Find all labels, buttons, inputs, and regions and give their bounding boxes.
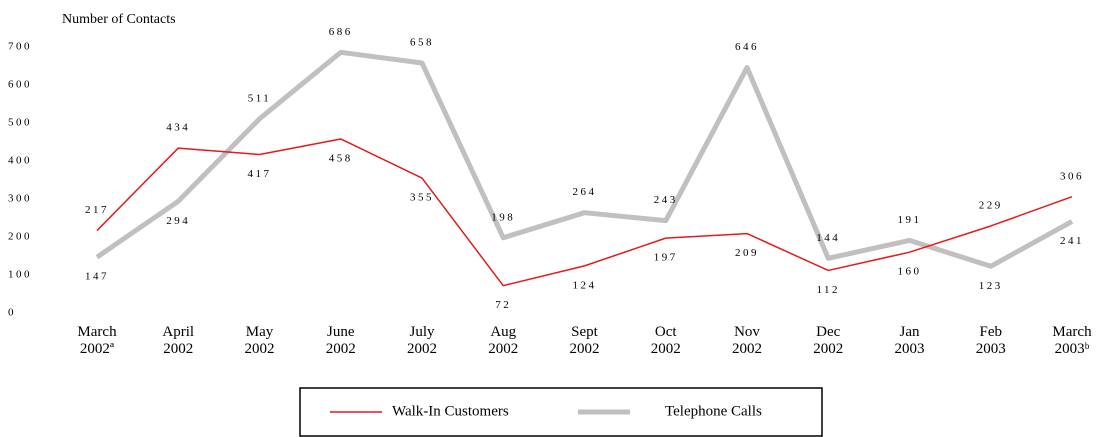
value-label: 217 [85,204,109,216]
value-label: 243 [654,194,678,206]
x-tick-label: Nov 2002 [732,324,762,357]
y-tick-label: 200 [8,231,32,243]
y-tick-label: 100 [8,269,32,281]
value-label: 294 [166,215,190,227]
value-label: 658 [410,36,434,48]
x-tick-label: Dec 2002 [813,324,843,357]
value-label: 160 [898,266,922,278]
x-tick-label: July 2002 [407,324,437,357]
value-label: 147 [85,271,109,283]
value-label: 434 [166,122,190,134]
series-line [95,49,1074,269]
x-tick-label: Aug 2002 [488,324,518,357]
value-label: 123 [979,280,1003,292]
value-label: 646 [735,41,759,53]
value-label: 511 [248,92,272,104]
legend-box [299,387,823,437]
y-tick-label: 600 [8,79,32,91]
value-label: 198 [491,211,515,223]
x-tick-label: May 2002 [245,324,275,357]
x-tick-label: Sept 2002 [570,324,600,357]
value-label: 306 [1060,170,1084,182]
value-label: 458 [329,152,353,164]
value-label: 686 [329,26,353,38]
value-label: 241 [1060,235,1084,247]
x-tick-label: March 2003ᵇ [1052,324,1092,357]
x-tick-label: Oct 2002 [651,324,681,357]
x-tick-label: April 2002 [162,324,194,357]
value-label: 197 [654,252,678,264]
y-tick-label: 400 [8,155,32,167]
x-tick-label: Jan 2003 [895,324,925,357]
x-tick-label: June 2002 [326,324,356,357]
y-axis-label: Number of Contacts [62,12,176,27]
value-label: 72 [495,299,511,311]
value-label: 124 [573,279,597,291]
value-label: 355 [410,192,434,204]
y-tick-label: 700 [8,41,32,53]
y-tick-label: 300 [8,193,32,205]
x-tick-label: March 2002ª [77,324,117,357]
value-label: 417 [248,168,272,180]
legend-label: Walk-In Customers [392,403,509,419]
value-label: 191 [898,214,922,226]
value-label: 229 [979,200,1003,212]
value-label: 112 [816,284,840,296]
value-label: 144 [816,232,840,244]
y-tick-label: 0 [8,307,16,319]
series-line [96,138,1073,287]
value-label: 209 [735,247,759,259]
legend-label: Telephone Calls [665,403,762,419]
y-tick-label: 500 [8,117,32,129]
x-tick-label: Feb 2003 [976,324,1006,357]
value-label: 264 [573,186,597,198]
